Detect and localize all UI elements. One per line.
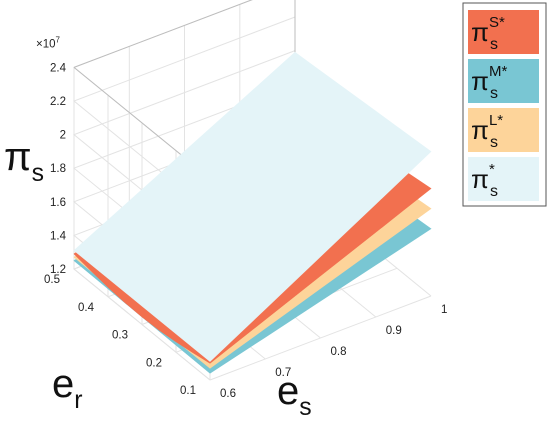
z-tick-label: 2.4: [50, 62, 67, 74]
z-exponent-label: ×107: [36, 35, 61, 50]
legend-label: πS* s: [471, 14, 505, 53]
y-tick-label: 0.5: [44, 274, 60, 286]
legend-swatch: [468, 108, 539, 152]
legend-label: π* s: [471, 161, 498, 200]
y-tick-label: 0.1: [180, 385, 196, 397]
z-axis-label: πs: [4, 135, 44, 187]
legend-swatch: [468, 157, 539, 201]
z-tick-label: 2: [60, 130, 66, 142]
legend: πS* s πM* s πL* s π* s: [462, 2, 547, 207]
grid-line-y-floor: [209, 295, 432, 381]
z-tick-label: 1.4: [50, 230, 67, 242]
z-tick-label: 2.2: [50, 96, 66, 108]
legend-swatch: [468, 10, 539, 54]
x-tick-label: 0.8: [331, 346, 347, 358]
surface-star: [73, 51, 432, 362]
x-tick-label: 0.9: [386, 325, 402, 337]
z-tick-label: 1.2: [50, 264, 66, 276]
z-tick-label: 1.8: [50, 163, 66, 175]
x-tick-label: 0.6: [220, 388, 236, 400]
x-axis-label: es: [277, 369, 312, 421]
x-tick-label: 0.7: [275, 367, 291, 379]
z-tick-label: 1.6: [50, 197, 66, 209]
y-tick-label: 0.3: [112, 330, 128, 342]
y-tick-label: 0.4: [78, 302, 95, 314]
surface-star-face: [73, 51, 432, 362]
legend-label: πL* s: [471, 112, 503, 151]
legend-label: πM* s: [471, 63, 507, 102]
y-axis-label: er: [52, 362, 83, 414]
legend-swatch: [468, 59, 539, 103]
x-tick-label: 1: [441, 304, 447, 316]
y-tick-label: 0.2: [146, 357, 162, 369]
